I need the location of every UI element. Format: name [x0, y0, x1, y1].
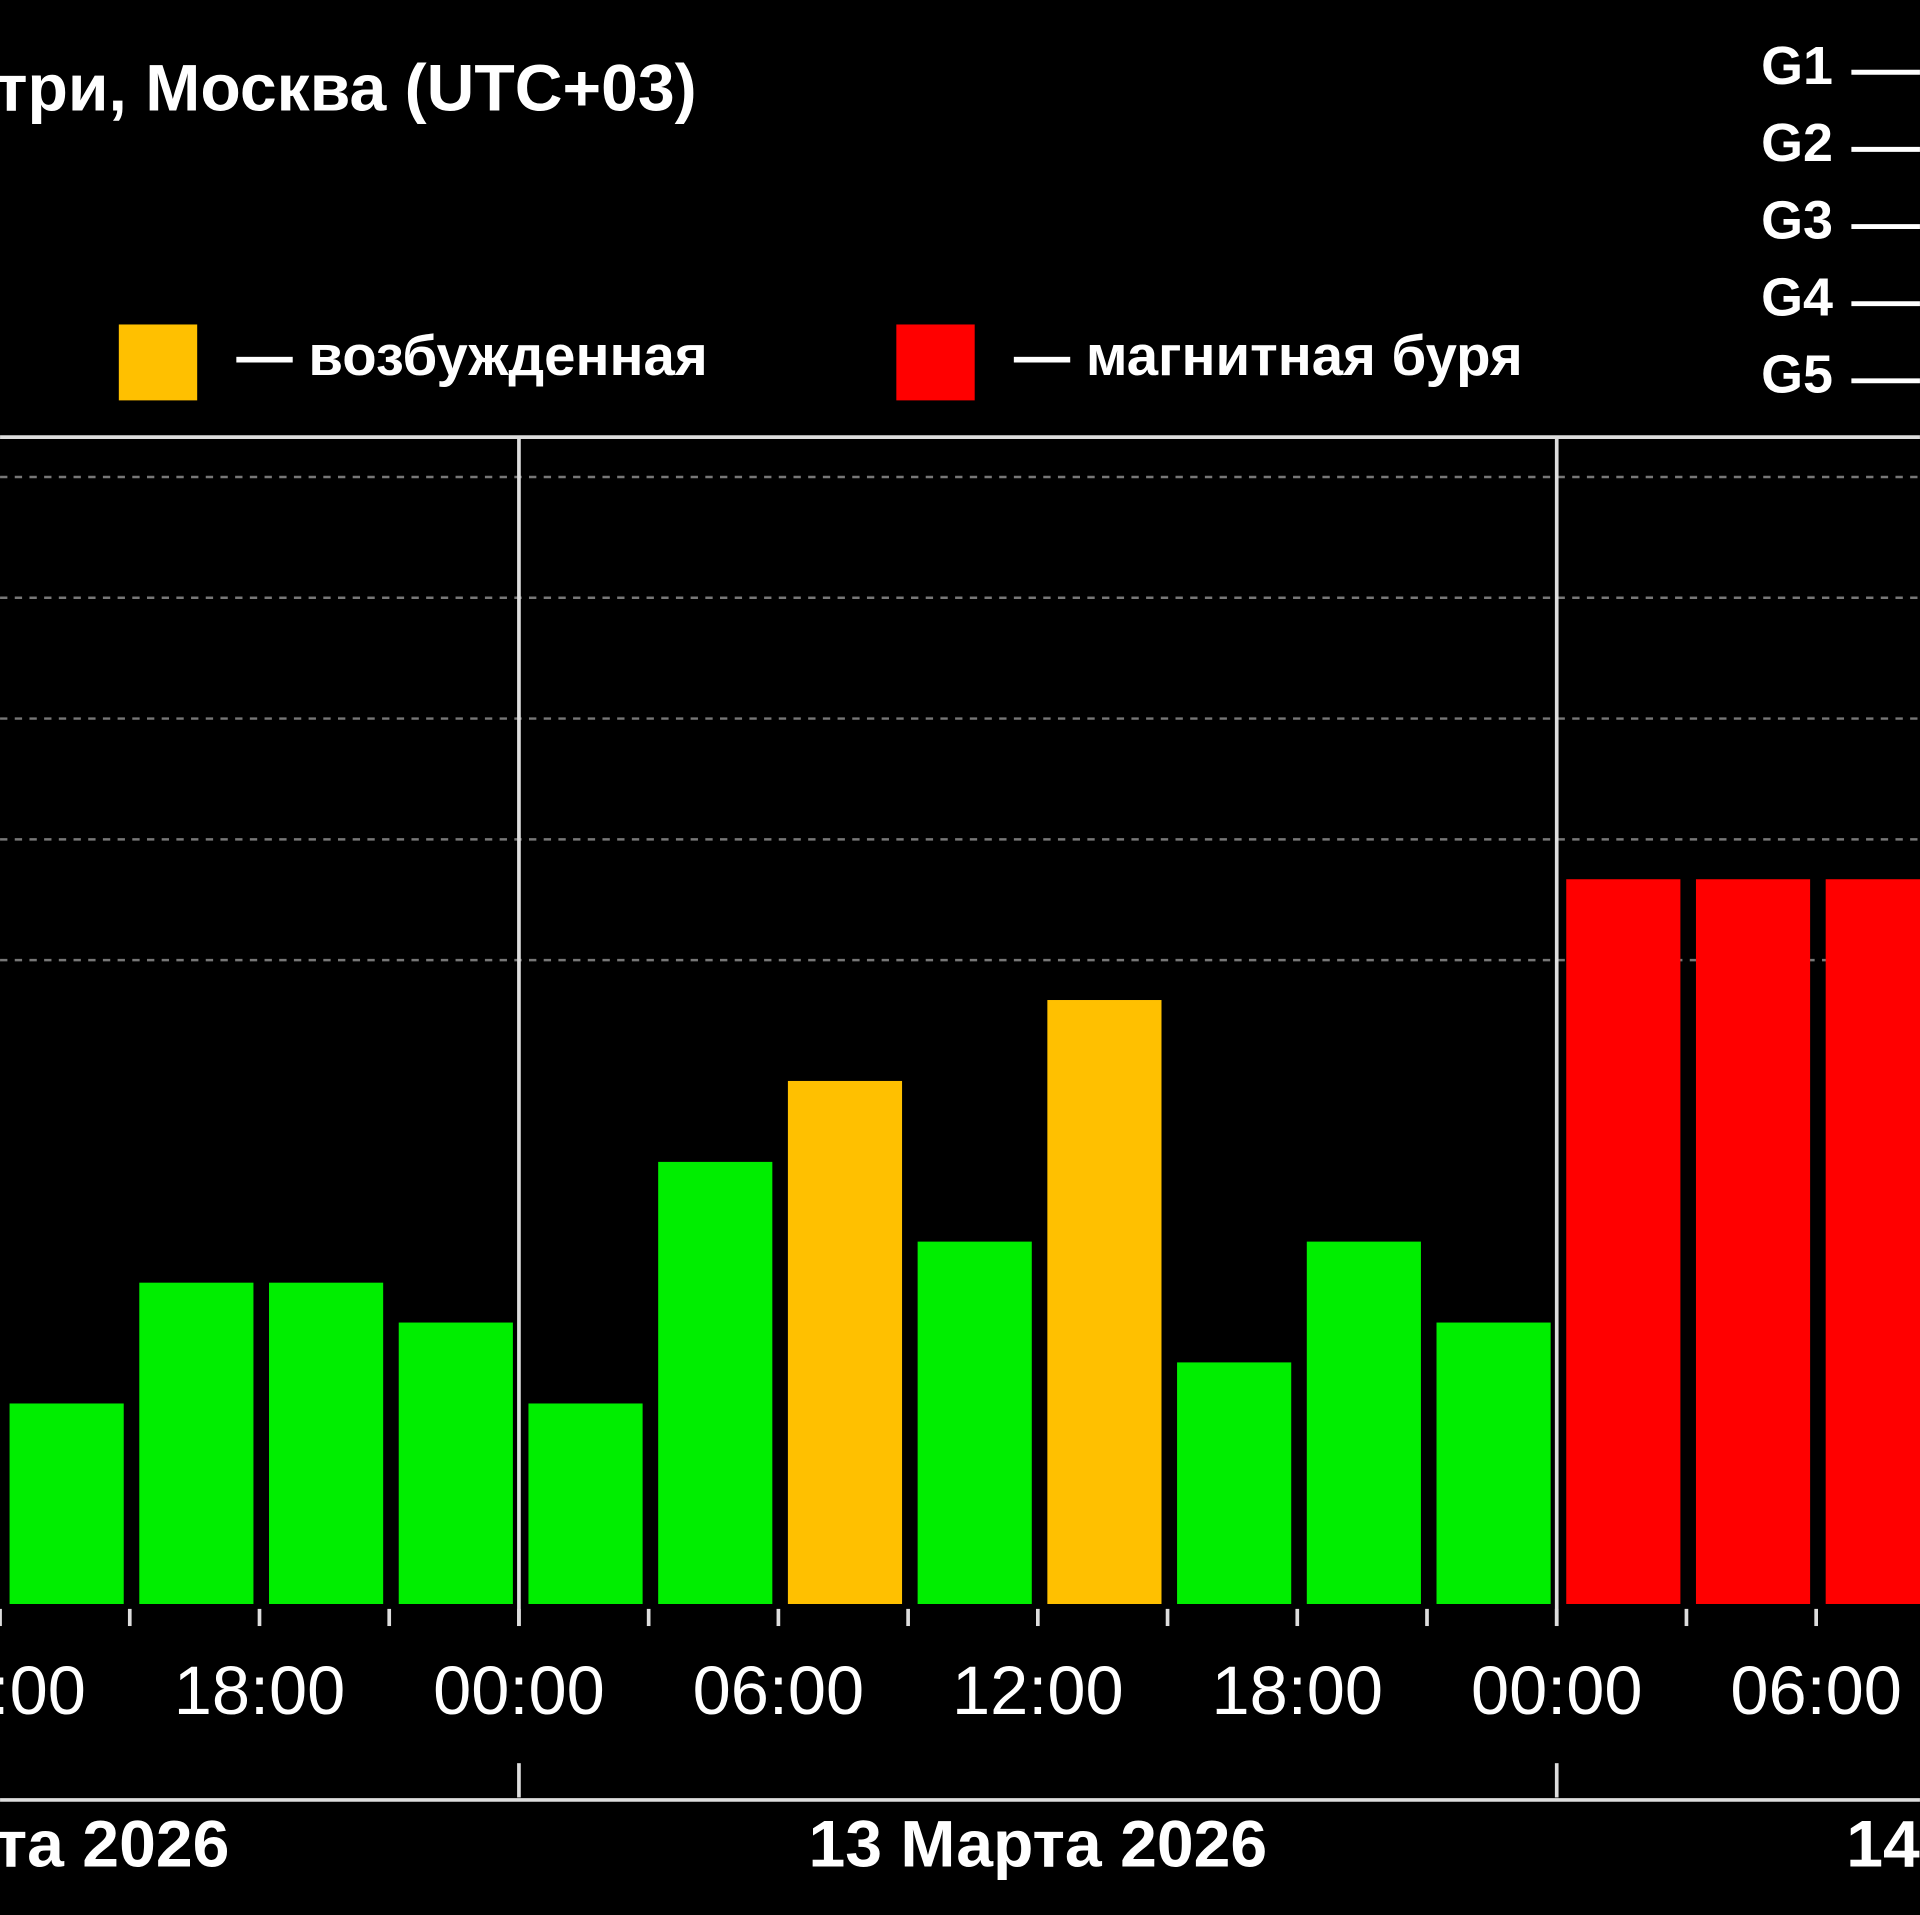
date-label: 12 Марта 2026 [0, 1807, 229, 1881]
bar [1566, 879, 1681, 1604]
bar [9, 1403, 124, 1604]
level-label: G5 [1761, 345, 1833, 405]
x-tick-label: 00:00 [1471, 1652, 1643, 1729]
legend-swatch [896, 324, 975, 401]
x-tick-label: 12:00 [0, 1652, 86, 1729]
bar [1177, 1362, 1292, 1604]
level-label: G2 [1761, 113, 1833, 173]
bar [1306, 1241, 1421, 1604]
bar [1825, 879, 1920, 1604]
level-label: G1 [1761, 36, 1833, 96]
legend-label: — магнитная буря [1014, 324, 1523, 387]
x-tick-label: 06:00 [1730, 1652, 1902, 1729]
x-tick-label: 00:00 [433, 1652, 605, 1729]
bar [787, 1080, 903, 1604]
bar [1436, 1322, 1551, 1604]
bar [658, 1161, 773, 1604]
bar [1047, 1000, 1162, 1604]
level-label: G3 [1761, 190, 1833, 250]
bar [528, 1403, 643, 1604]
bar [269, 1282, 384, 1604]
bar [398, 1322, 513, 1604]
x-tick-label: 18:00 [174, 1652, 346, 1729]
x-tick-label: 06:00 [693, 1652, 865, 1729]
x-tick-label: 12:00 [952, 1652, 1124, 1729]
legend-swatch [118, 324, 198, 401]
bar [1695, 879, 1811, 1604]
chart-title: три, Москва (UTC+03) [0, 52, 697, 126]
date-label: 13 Марта 2026 [809, 1807, 1268, 1881]
legend-label: — возбужденная [236, 324, 707, 387]
date-label: 14 Марта 2026 [1846, 1807, 1920, 1881]
level-label: G4 [1761, 267, 1833, 327]
x-tick-label: 18:00 [1212, 1652, 1384, 1729]
bar [139, 1282, 254, 1604]
bar [917, 1241, 1032, 1604]
